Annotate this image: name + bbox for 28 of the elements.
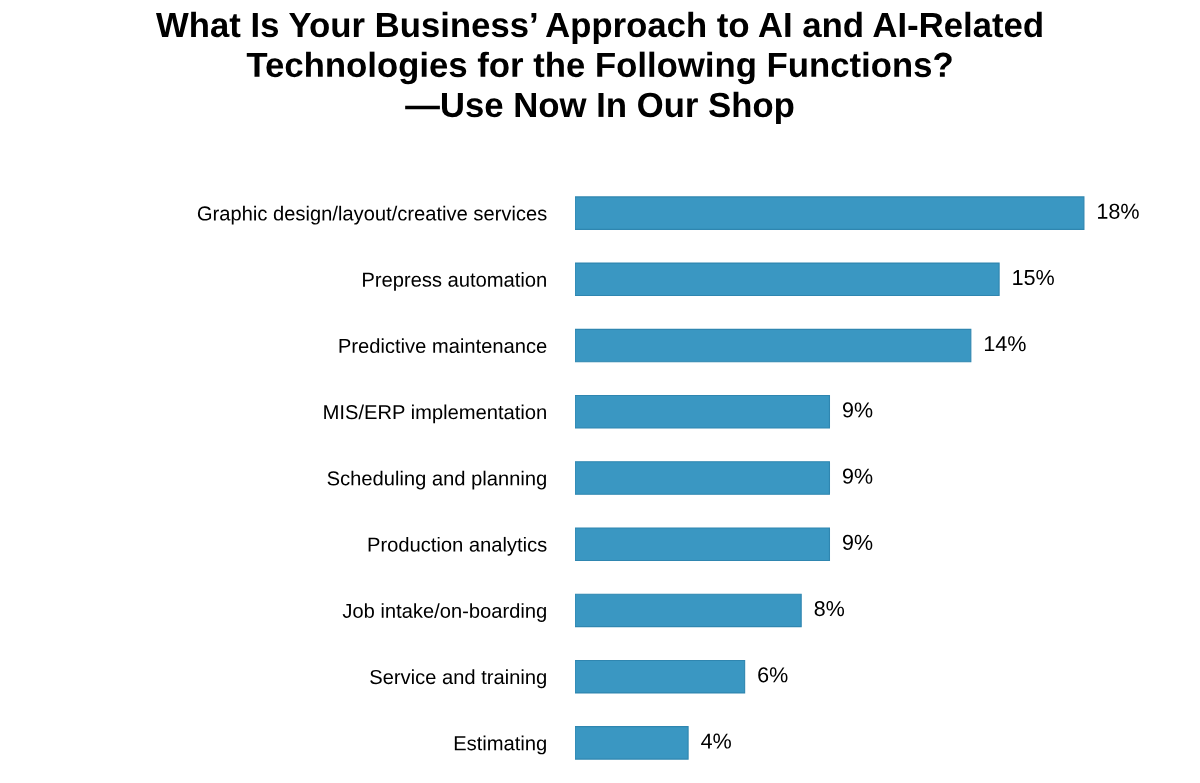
data-label: 6% [758, 667, 788, 683]
chart-title: What Is Your Business’ Approach to AI and AI-Related Technologies for the Following Functions? —Use Now In Our Shop [156, 11, 1042, 125]
y-tick-label: Predictive maintenance [339, 338, 547, 354]
y-tick-label: MIS/ERP implementation [324, 404, 546, 424]
data-label: 4% [701, 733, 731, 749]
data-label: 9% [842, 534, 873, 550]
data-label: 8% [814, 600, 845, 617]
bar [575, 461, 831, 495]
bar [575, 593, 802, 628]
data-label: 9% [842, 402, 873, 418]
bar [575, 527, 831, 562]
bar [575, 196, 1085, 230]
bar [575, 262, 1000, 297]
bar [575, 394, 831, 429]
y-tick-label: Production analytics [368, 536, 547, 556]
y-tick-label: Service and training [370, 669, 546, 689]
data-label: 15% [1013, 269, 1054, 286]
data-label: 9% [842, 468, 873, 484]
y-tick-label: Graphic design/layout/creative services [197, 205, 547, 225]
y-tick-label: Prepress automation [363, 272, 546, 291]
bar [575, 659, 746, 694]
data-label: 18% [1098, 203, 1139, 219]
bar [575, 328, 972, 363]
bar [575, 726, 689, 760]
y-tick-label: Job intake/on-boarding [342, 603, 546, 622]
data-label: 14% [984, 336, 1026, 352]
y-tick-label: Estimating [454, 735, 546, 755]
y-tick-label: Scheduling and planning [327, 470, 546, 490]
